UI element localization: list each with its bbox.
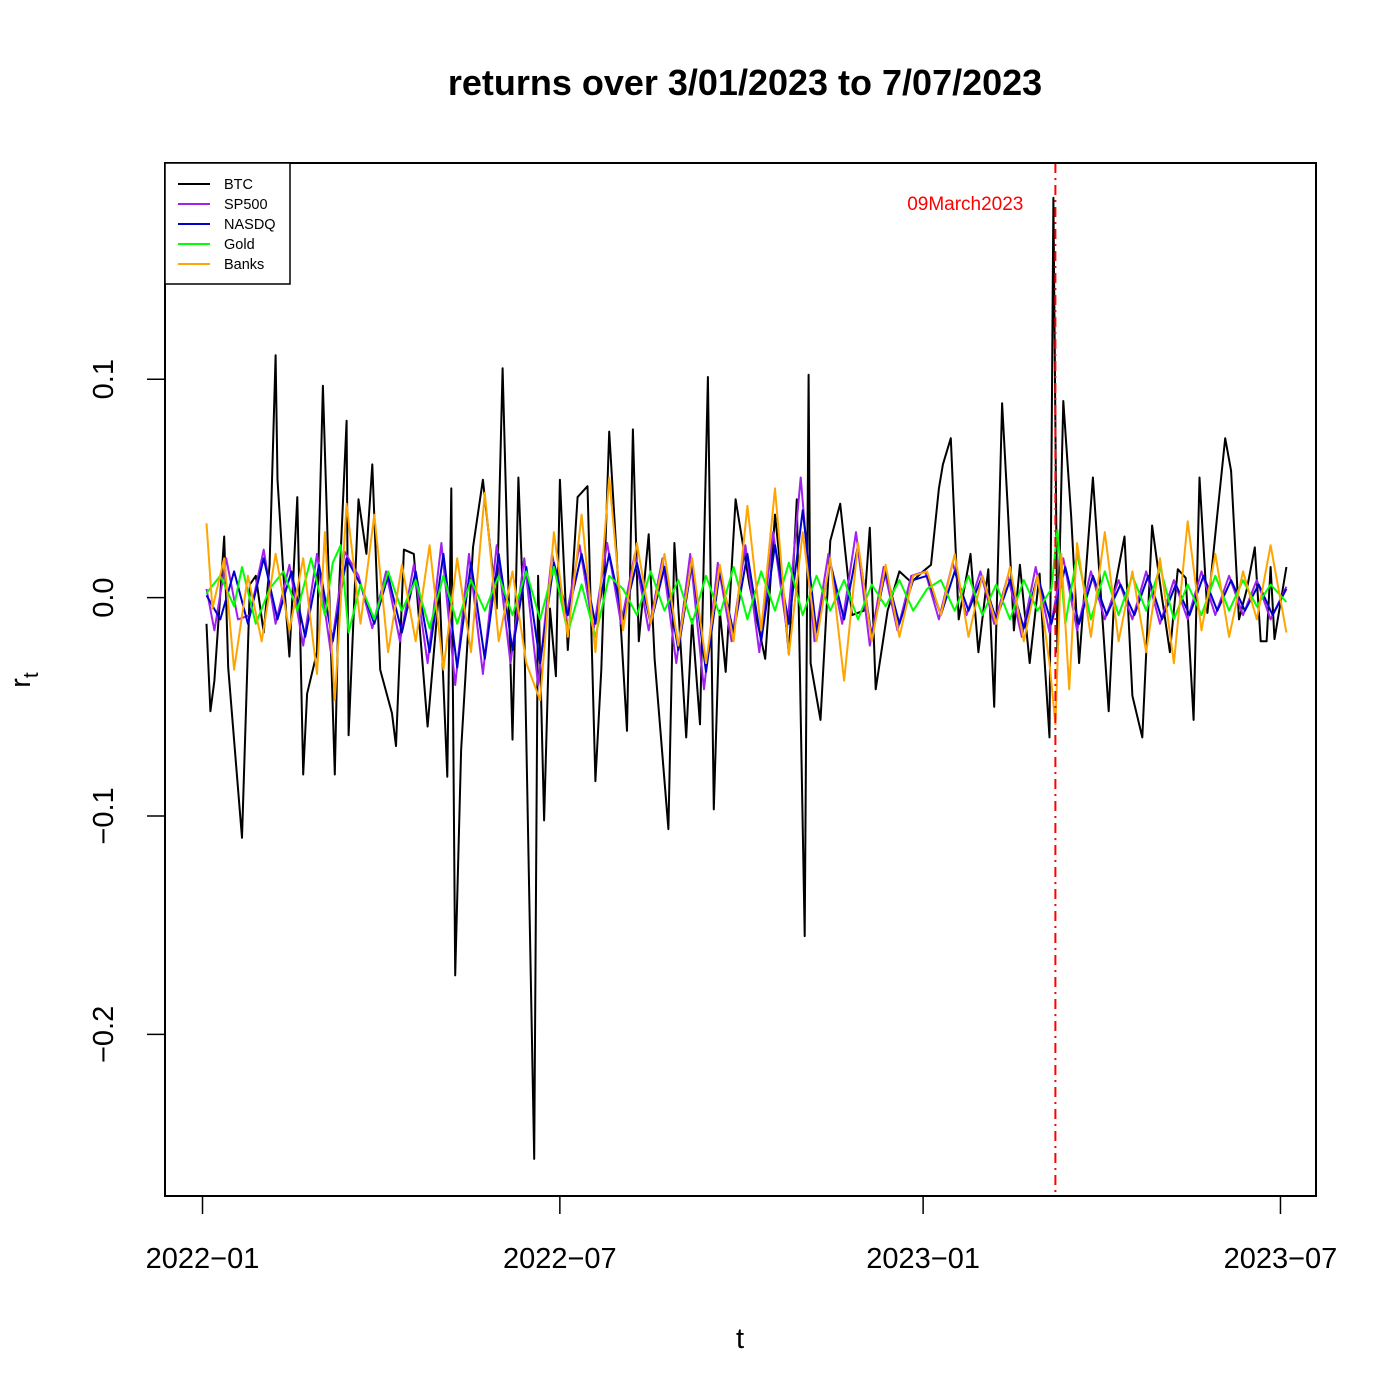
svg-text:rt: rt (5, 672, 43, 688)
legend-item-sp500: SP500 (178, 197, 268, 213)
legend-item-gold: Gold (178, 237, 255, 253)
legend-item-nasdq: NASDQ (178, 217, 276, 233)
series-line-banks (205, 476, 1288, 726)
legend-item-banks: Banks (178, 257, 264, 273)
x-tick-label: 2022−01 (146, 1243, 260, 1275)
legend-label: NASDQ (224, 217, 276, 233)
y-tick-label: 0.0 (88, 577, 120, 617)
legend: BTC SP500 NASDQ Gold Banks (164, 162, 291, 285)
legend-label: Banks (224, 257, 264, 273)
legend-label: Gold (224, 237, 255, 253)
legend-item-btc: BTC (178, 177, 253, 193)
x-axis-label: t (736, 1323, 744, 1355)
annotation-layer: 09March2023 (907, 163, 1057, 1196)
x-tick-label: 2023−01 (866, 1243, 980, 1275)
legend-label: SP500 (224, 197, 268, 213)
x-axis: 2022−01 2022−07 2023−01 2023−07 (146, 1195, 1338, 1275)
series-line-gold (205, 528, 1288, 638)
y-tick-label: 0.1 (88, 359, 120, 399)
series-line-btc (205, 196, 1288, 1160)
annotation-label: 09March2023 (907, 194, 1023, 215)
y-axis-label-subscript: t (20, 672, 43, 678)
legend-label: BTC (224, 177, 253, 193)
y-tick-label: −0.2 (88, 1006, 120, 1063)
series-line-nasdq (205, 509, 1288, 673)
y-axis-label: rt (5, 672, 43, 688)
chart-title: returns over 3/01/2023 to 7/07/2023 (448, 62, 1042, 103)
y-axis-label-main: r (5, 678, 37, 688)
x-tick-label: 2022−07 (503, 1243, 617, 1275)
series-layer (205, 196, 1288, 1160)
y-tick-label: −0.1 (88, 787, 120, 844)
x-tick-label: 2023−07 (1224, 1243, 1338, 1275)
y-axis: −0.2 −0.1 0.0 0.1 (88, 359, 166, 1063)
